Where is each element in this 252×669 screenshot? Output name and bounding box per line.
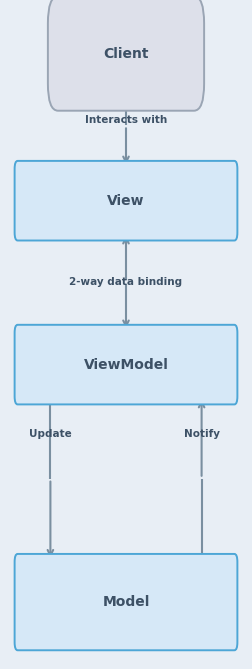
FancyBboxPatch shape <box>15 325 237 404</box>
FancyBboxPatch shape <box>15 161 237 241</box>
Text: Interacts with: Interacts with <box>85 116 167 125</box>
Text: Notify: Notify <box>184 429 219 438</box>
Text: View: View <box>107 194 145 207</box>
Text: Update: Update <box>29 429 72 438</box>
Text: Client: Client <box>103 47 149 60</box>
FancyBboxPatch shape <box>48 0 204 110</box>
Text: 2-way data binding: 2-way data binding <box>70 278 182 287</box>
Text: Model: Model <box>102 595 150 609</box>
FancyBboxPatch shape <box>15 554 237 650</box>
Text: ViewModel: ViewModel <box>84 358 168 371</box>
